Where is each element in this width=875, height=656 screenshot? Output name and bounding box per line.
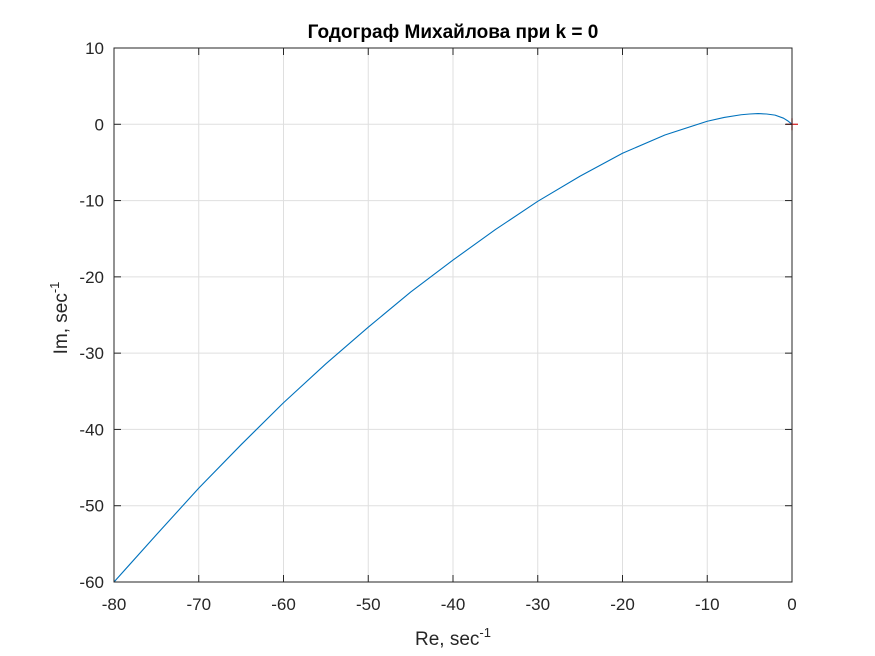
y-axis-title-superscript: -1	[47, 282, 62, 294]
y-tick-label: -10	[79, 192, 104, 211]
y-tick-label: -50	[79, 497, 104, 516]
x-axis-title-base: Re, sec	[415, 629, 479, 650]
y-tick-label: -40	[79, 420, 104, 439]
x-tick-label: -30	[525, 595, 550, 614]
x-tick-label: 0	[787, 595, 796, 614]
y-tick-label: 0	[95, 115, 104, 134]
x-tick-label: -80	[102, 595, 127, 614]
y-tick-label: -20	[79, 268, 104, 287]
y-tick-label: -60	[79, 573, 104, 592]
x-axis-title: Re, sec-1	[415, 625, 491, 650]
x-tick-label: -60	[271, 595, 296, 614]
y-tick-label: 10	[85, 39, 104, 58]
chart-title: Годограф Михайлова при k = 0	[308, 22, 599, 43]
x-tick-label: -40	[441, 595, 466, 614]
x-tick-label: -70	[186, 595, 211, 614]
series-line	[113, 113, 793, 583]
x-tick-label: -20	[610, 595, 635, 614]
y-axis-title-base: Im, sec	[51, 293, 72, 354]
grid-lines	[114, 48, 792, 582]
y-tick-label: -30	[79, 344, 104, 363]
x-axis-ticks: -80 -70 -60 -50 -40 -30 -20 -10 0	[102, 48, 797, 614]
y-axis-ticks: -60 -50 -40 -30 -20 -10 0 10	[79, 39, 792, 592]
y-axis-title: Im, sec-1	[47, 282, 72, 355]
x-tick-label: -50	[356, 595, 381, 614]
x-tick-label: -10	[695, 595, 720, 614]
x-axis-title-superscript: -1	[479, 625, 491, 640]
